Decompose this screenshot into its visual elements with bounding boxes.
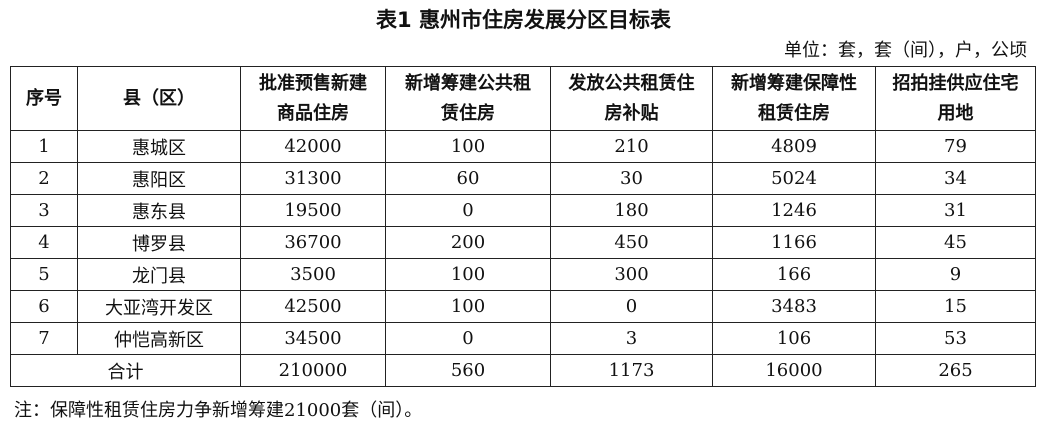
column-header-text: 新增筹建保障性 <box>731 72 857 94</box>
column-header-text: 序号 <box>26 87 62 109</box>
column-header-text: 县（区） <box>123 87 195 109</box>
total-row: 合计 210000 560 1173 16000 265 <box>10 354 1036 387</box>
table-cell: 200 <box>385 226 551 259</box>
table-cell: 3483 <box>712 290 876 323</box>
column-header: 批准预售新建 商品住房 <box>240 66 386 131</box>
column-header: 发放公共租赁住 房补贴 <box>550 66 713 131</box>
column-header: 序号 <box>10 66 78 131</box>
unit-label: 单位：套，套（间），户，公顷 <box>784 40 1027 61</box>
table-row: 4 博罗县 36700 200 450 1166 45 <box>10 226 1036 259</box>
table-cell: 0 <box>550 290 713 323</box>
table-cell: 19500 <box>240 194 386 227</box>
column-header-text: 租赁住房 <box>758 102 830 124</box>
table-cell: 31300 <box>240 162 386 195</box>
table-cell: 3 <box>550 322 713 355</box>
table-row: 7 仲恺高新区 34500 0 3 106 53 <box>10 322 1036 355</box>
column-header: 招拍挂供应住宅 用地 <box>875 66 1036 131</box>
table-cell: 36700 <box>240 226 386 259</box>
table-cell: 100 <box>385 258 551 291</box>
table-cell: 53 <box>875 322 1036 355</box>
table-cell: 15 <box>875 290 1036 323</box>
column-header-text: 用地 <box>937 102 974 124</box>
table-title: 表1 惠州市住房发展分区目标表 <box>376 8 671 32</box>
table-cell: 0 <box>385 322 551 355</box>
column-header-text: 商品住房 <box>277 102 349 124</box>
total-cell: 1173 <box>550 354 713 387</box>
column-header: 新增筹建保障性 租赁住房 <box>712 66 876 131</box>
table-cell: 1246 <box>712 194 876 227</box>
table-cell: 博罗县 <box>77 226 241 259</box>
table-cell: 300 <box>550 258 713 291</box>
column-header-text: 新增筹建公共租 <box>405 72 531 94</box>
total-label: 合计 <box>10 354 241 387</box>
table-cell: 210 <box>550 130 713 163</box>
table-cell: 45 <box>875 226 1036 259</box>
table-cell: 166 <box>712 258 876 291</box>
table-cell: 3500 <box>240 258 386 291</box>
table-cell: 34500 <box>240 322 386 355</box>
table-cell: 惠东县 <box>77 194 241 227</box>
total-cell: 210000 <box>240 354 386 387</box>
table-cell: 4809 <box>712 130 876 163</box>
column-header-text: 招拍挂供应住宅 <box>892 72 1019 94</box>
table-cell: 5 <box>10 258 78 291</box>
table-cell: 仲恺高新区 <box>77 322 241 355</box>
header-row: 序号 县（区） 批准预售新建 商品住房 新增筹建公共租 赁住房 发放公共租赁住 房补贴 新增筹建… <box>10 66 1036 131</box>
column-header: 县（区） <box>77 66 241 131</box>
table-cell: 5024 <box>712 162 876 195</box>
table-cell: 450 <box>550 226 713 259</box>
table-cell: 4 <box>10 226 78 259</box>
table-cell: 100 <box>385 290 551 323</box>
table-cell: 42500 <box>240 290 386 323</box>
table-cell: 7 <box>10 322 78 355</box>
total-cell: 16000 <box>712 354 876 387</box>
table-cell: 2 <box>10 162 78 195</box>
table-cell: 惠城区 <box>77 130 241 163</box>
total-cell: 560 <box>385 354 551 387</box>
table-cell: 31 <box>875 194 1036 227</box>
column-header-text: 批准预售新建 <box>259 72 367 94</box>
table-cell: 106 <box>712 322 876 355</box>
table-cell: 42000 <box>240 130 386 163</box>
table-cell: 9 <box>875 258 1036 291</box>
housing-target-table: 序号 县（区） 批准预售新建 商品住房 新增筹建公共租 赁住房 发放公共租赁住 房补贴 新增筹建… <box>10 66 1036 387</box>
column-header-text: 赁住房 <box>441 102 495 124</box>
table-cell: 34 <box>875 162 1036 195</box>
column-header-text: 房补贴 <box>604 102 659 124</box>
column-header: 新增筹建公共租 赁住房 <box>385 66 551 131</box>
table-cell: 30 <box>550 162 713 195</box>
table-cell: 60 <box>385 162 551 195</box>
footnote: 注：保障性租赁住房力争新增筹建21000套（间）。 <box>14 400 423 421</box>
table-cell: 大亚湾开发区 <box>77 290 241 323</box>
table-cell: 79 <box>875 130 1036 163</box>
table-cell: 1166 <box>712 226 876 259</box>
total-cell: 265 <box>875 354 1036 387</box>
table-row: 6 大亚湾开发区 42500 100 0 3483 15 <box>10 290 1036 323</box>
table-cell: 龙门县 <box>77 258 241 291</box>
table-row: 5 龙门县 3500 100 300 166 9 <box>10 258 1036 291</box>
table-row: 1 惠城区 42000 100 210 4809 79 <box>10 130 1036 163</box>
column-header-text: 发放公共租赁住 <box>568 72 695 94</box>
table-row: 2 惠阳区 31300 60 30 5024 34 <box>10 162 1036 195</box>
table-cell: 3 <box>10 194 78 227</box>
table-row: 3 惠东县 19500 0 180 1246 31 <box>10 194 1036 227</box>
table-cell: 1 <box>10 130 78 163</box>
table-cell: 100 <box>385 130 551 163</box>
table-cell: 惠阳区 <box>77 162 241 195</box>
table-cell: 0 <box>385 194 551 227</box>
table-cell: 6 <box>10 290 78 323</box>
table-cell: 180 <box>550 194 713 227</box>
